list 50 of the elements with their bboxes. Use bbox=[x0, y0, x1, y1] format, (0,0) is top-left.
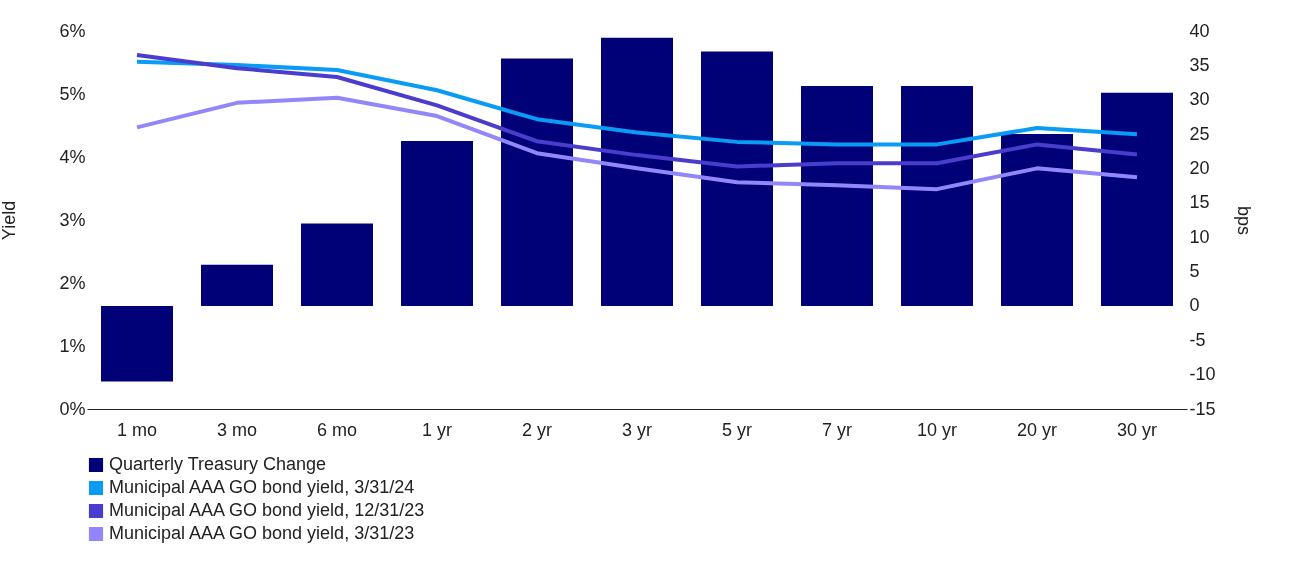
y-axis-title: Yield bbox=[0, 200, 20, 241]
y2-tick-label: -10 bbox=[1189, 364, 1216, 385]
y2-tick-label: 35 bbox=[1189, 54, 1210, 75]
y2-tick-label: 10 bbox=[1189, 226, 1210, 247]
legend-label: Municipal AAA GO bond yield, 3/31/24 bbox=[109, 477, 415, 497]
legend-label: Municipal AAA GO bond yield, 3/31/23 bbox=[109, 523, 415, 543]
bar bbox=[901, 85, 973, 306]
y2-tick-label: 0 bbox=[1189, 295, 1200, 316]
y2-tick-label: 30 bbox=[1189, 89, 1210, 110]
x-tick-label: 6 mo bbox=[316, 419, 358, 440]
x-tick-label: 10 yr bbox=[916, 419, 958, 440]
x-tick-label: 3 yr bbox=[621, 419, 653, 440]
bar bbox=[101, 305, 173, 382]
line-series bbox=[135, 95, 1139, 192]
y-tick-label: 4% bbox=[59, 146, 86, 167]
y2-axis-title: bps bbox=[1233, 205, 1254, 236]
bar bbox=[801, 85, 873, 306]
bar bbox=[201, 264, 273, 306]
y2-tick-label: 25 bbox=[1189, 123, 1210, 144]
y2-tick-label: 40 bbox=[1189, 20, 1210, 41]
x-tick-label: 2 yr bbox=[521, 419, 553, 440]
y2-tick-label: -15 bbox=[1189, 398, 1216, 419]
x-tick-label: 30 yr bbox=[1116, 419, 1158, 440]
y-tick-label: 0% bbox=[59, 398, 86, 419]
y2-tick-label: -5 bbox=[1189, 329, 1206, 350]
x-tick-label: 1 yr bbox=[421, 419, 453, 440]
x-tick-label: 3 mo bbox=[216, 419, 258, 440]
y2-tick-label: 5 bbox=[1189, 261, 1200, 282]
bar bbox=[301, 223, 373, 306]
x-tick-label: 5 yr bbox=[721, 419, 753, 440]
bar bbox=[401, 140, 473, 306]
y-tick-label: 3% bbox=[59, 209, 86, 230]
bar bbox=[1101, 92, 1173, 306]
legend-label: Municipal AAA GO bond yield, 12/31/23 bbox=[109, 500, 425, 520]
y2-tick-label: 15 bbox=[1189, 192, 1210, 213]
y-tick-label: 5% bbox=[59, 83, 86, 104]
bar bbox=[701, 51, 773, 306]
y2-tick-label: 20 bbox=[1189, 157, 1210, 178]
x-tick-label: 20 yr bbox=[1016, 419, 1058, 440]
y-tick-label: 2% bbox=[59, 272, 86, 293]
bar bbox=[1001, 134, 1073, 306]
x-tick-label: 7 yr bbox=[821, 419, 853, 440]
legend-label: Quarterly Treasury Change bbox=[109, 454, 327, 474]
bar bbox=[601, 37, 673, 306]
y-tick-label: 1% bbox=[59, 335, 86, 356]
x-tick-label: 1 mo bbox=[116, 419, 158, 440]
line-series bbox=[135, 52, 1139, 169]
line-series bbox=[135, 59, 1139, 147]
bar bbox=[501, 58, 573, 306]
y-tick-label: 6% bbox=[59, 20, 86, 41]
